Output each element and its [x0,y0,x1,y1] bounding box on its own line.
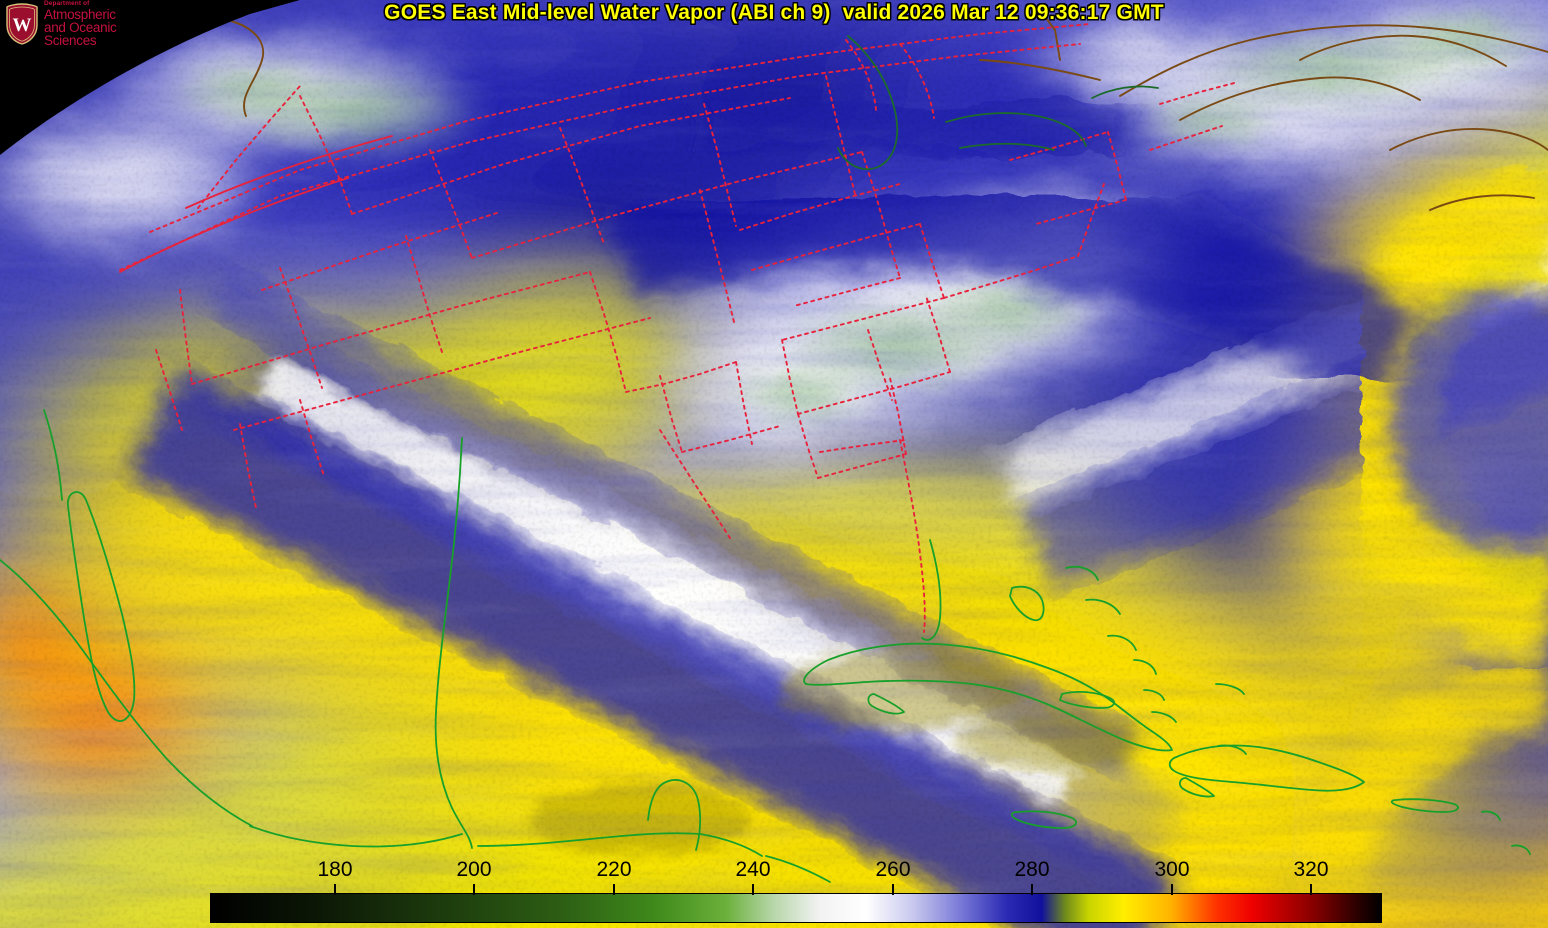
colorbar-tick [473,884,475,895]
logo-text-block: Department of Atmospheric and Oceanic Sc… [44,0,161,49]
colorbar-tick-label: 200 [456,858,492,881]
brightness-temperature-colorbar [210,893,1382,923]
colorbar-tick [334,884,336,895]
colorbar-tick [892,884,894,895]
international-border-us-canada [119,135,393,273]
colorbar-tick-label: 280 [1014,858,1050,881]
colorbar-tick-label: 300 [1154,858,1190,881]
colorbar-tick-label: 320 [1293,858,1329,881]
logo-line-1: Atmospheric [44,7,116,23]
us-state-borders [119,23,1239,633]
uw-aos-logo: W Department of Atmospheric and Oceanic … [5,0,161,49]
crest-letter: W [13,15,32,36]
colorbar-tick [613,884,615,895]
colorbar-tick-label: 240 [735,858,771,881]
colorbar-tick-label: 220 [596,858,632,881]
colorbar-tick [752,884,754,895]
canada-borders [214,9,1548,211]
colorbar-tick [1310,884,1312,895]
south-coastlines [0,409,1531,883]
colorbar-tick [1171,884,1173,895]
geo-overlay [0,9,1548,883]
logo-line-2: and Oceanic Sciences [44,20,117,49]
colorbar-tick-label: 180 [317,858,353,881]
colorbar-gradient [210,893,1382,923]
colorbar-tick [1031,884,1033,895]
logo-department-kicker: Department of [44,0,90,7]
uw-crest-icon: W [6,3,38,45]
page-title: GOES East Mid-level Water Vapor (ABI ch … [384,1,1164,24]
great-lakes [837,35,1159,170]
colorbar-tick-label: 260 [875,858,911,881]
